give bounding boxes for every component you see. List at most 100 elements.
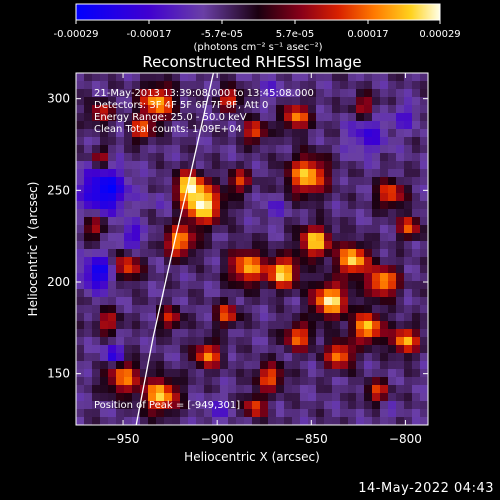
heatmap-cell <box>180 201 189 210</box>
heatmap-cell <box>108 369 117 378</box>
heatmap-cell <box>196 385 205 394</box>
heatmap-cell <box>372 137 381 146</box>
heatmap-cell <box>156 129 165 138</box>
heatmap-cell <box>124 353 133 362</box>
heatmap-cell <box>148 161 157 170</box>
heatmap-cell <box>228 369 237 378</box>
heatmap-cell <box>220 177 229 186</box>
heatmap-cell <box>300 209 309 218</box>
heatmap-cell <box>308 401 317 410</box>
heatmap-cell <box>236 161 245 170</box>
heatmap-cell <box>76 369 85 378</box>
heatmap-cell <box>212 417 221 425</box>
heatmap-cell <box>348 377 357 386</box>
heatmap-cell <box>396 257 405 266</box>
heatmap-cell <box>284 169 293 178</box>
heatmap-cell <box>260 225 269 234</box>
heatmap-cell <box>268 321 277 330</box>
heatmap-cell <box>340 353 349 362</box>
x-axis-label: Heliocentric X (arcsec) <box>184 450 320 464</box>
heatmap-cell <box>188 385 197 394</box>
heatmap-cell <box>84 233 93 242</box>
heatmap-cell <box>300 297 309 306</box>
heatmap-cell <box>220 105 229 114</box>
heatmap-cell <box>388 185 397 194</box>
heatmap-cell <box>236 97 245 106</box>
heatmap-cell <box>204 225 213 234</box>
heatmap-cell <box>276 81 285 90</box>
heatmap-cell <box>404 201 413 210</box>
heatmap-cell <box>124 337 133 346</box>
heatmap-cell <box>372 273 381 282</box>
heatmap-cell <box>196 233 205 242</box>
heatmap-cell <box>100 385 109 394</box>
heatmap-cell <box>140 81 149 90</box>
heatmap-cell <box>156 177 165 186</box>
heatmap-cell <box>156 105 165 114</box>
heatmap-cell <box>132 337 141 346</box>
heatmap-cell <box>396 89 405 98</box>
heatmap-cell <box>340 297 349 306</box>
heatmap-cell <box>324 177 333 186</box>
heatmap-cell <box>172 177 181 186</box>
heatmap-cell <box>172 89 181 98</box>
heatmap-cell <box>172 377 181 386</box>
heatmap-cell <box>364 145 373 154</box>
heatmap-cell <box>116 377 125 386</box>
heatmap-cell <box>100 257 109 266</box>
heatmap-cell <box>124 161 133 170</box>
heatmap-cell <box>116 265 125 274</box>
heatmap-cell <box>220 169 229 178</box>
heatmap-cell <box>356 313 365 322</box>
heatmap-cell <box>340 209 349 218</box>
heatmap-cell <box>412 113 421 122</box>
heatmap-cell <box>100 273 109 282</box>
heatmap-cell <box>364 321 373 330</box>
heatmap-cell <box>404 337 413 346</box>
heatmap-cell <box>276 265 285 274</box>
heatmap-cell <box>236 89 245 98</box>
heatmap-cell <box>156 233 165 242</box>
heatmap-cell <box>84 81 93 90</box>
heatmap-cell <box>348 337 357 346</box>
heatmap-cell <box>188 265 197 274</box>
heatmap-cell <box>340 417 349 425</box>
heatmap-cell <box>204 201 213 210</box>
heatmap-cell <box>308 417 317 425</box>
heatmap-cell <box>244 73 253 82</box>
heatmap-cell <box>372 145 381 154</box>
heatmap-cell <box>292 265 301 274</box>
heatmap-cell <box>228 401 237 410</box>
heatmap-cell <box>76 81 85 90</box>
heatmap-cell <box>388 73 397 82</box>
heatmap-cell <box>236 281 245 290</box>
heatmap-cell <box>92 89 101 98</box>
heatmap-cell <box>356 153 365 162</box>
heatmap-cell <box>220 281 229 290</box>
heatmap-cell <box>76 297 85 306</box>
heatmap-cell <box>236 185 245 194</box>
heatmap-cell <box>100 161 109 170</box>
heatmap-cell <box>148 201 157 210</box>
heatmap-cell <box>84 401 93 410</box>
heatmap-cell <box>244 105 253 114</box>
heatmap-cell <box>260 313 269 322</box>
heatmap-cell <box>348 401 357 410</box>
heatmap-cell <box>84 329 93 338</box>
heatmap-cell <box>388 129 397 138</box>
heatmap-cell <box>404 321 413 330</box>
heatmap-cell <box>284 393 293 402</box>
heatmap-cell <box>356 137 365 146</box>
heatmap-cell <box>284 97 293 106</box>
heatmap-cell <box>156 273 165 282</box>
heatmap-cell <box>84 249 93 258</box>
heatmap-cell <box>388 145 397 154</box>
heatmap-cell <box>124 217 133 226</box>
heatmap-cell <box>236 225 245 234</box>
heatmap-cell <box>132 121 141 130</box>
heatmap-cell <box>84 121 93 130</box>
heatmap-cell <box>412 385 421 394</box>
heatmap-cell <box>148 113 157 122</box>
heatmap-cell <box>132 209 141 218</box>
heatmap-cell <box>196 409 205 418</box>
